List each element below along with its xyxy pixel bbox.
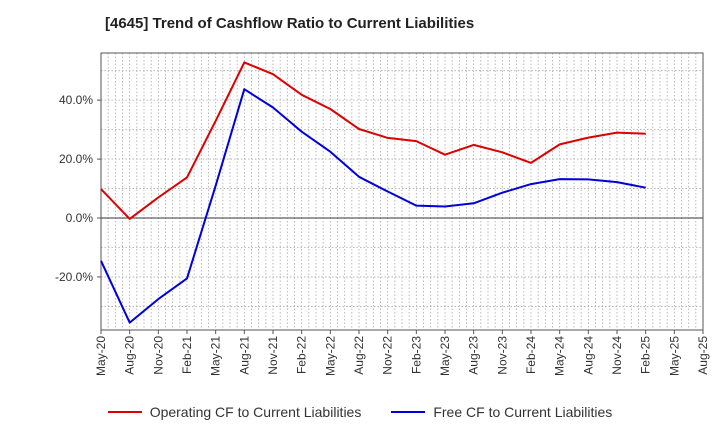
x-tick-label: Aug-21: [237, 336, 251, 375]
legend-item-free-cf: Free CF to Current Liabilities: [391, 404, 612, 420]
x-tick-label: Aug-22: [352, 336, 366, 375]
chart-title: [4645] Trend of Cashflow Ratio to Curren…: [105, 15, 475, 32]
y-tick-label: 40.0%: [59, 93, 93, 107]
x-tick-label: Nov-20: [151, 336, 165, 375]
x-tick-label: Nov-24: [610, 336, 624, 375]
y-axis-tick-labels: -20.0% 0.0% 20.0% 40.0%: [55, 93, 101, 284]
x-tick-label: Aug-20: [123, 336, 137, 375]
x-tick-label: Feb-23: [409, 336, 423, 374]
x-tick-label: May-22: [323, 336, 337, 376]
x-tick-label: May-23: [438, 336, 452, 376]
legend-swatch-free-cf: [391, 411, 426, 413]
x-tick-label: Aug-23: [467, 336, 481, 375]
series-line-free-cf: [100, 88, 646, 324]
x-tick-label: Nov-21: [266, 336, 280, 375]
grid: [100, 53, 703, 330]
x-tick-label: Aug-25: [696, 336, 710, 375]
legend-label-free-cf: Free CF to Current Liabilities: [433, 404, 613, 420]
x-tick-label: Feb-24: [524, 336, 538, 374]
x-tick-label: May-21: [209, 336, 223, 376]
legend-label-operating-cf: Operating CF to Current Liabilities: [149, 404, 362, 420]
x-tick-label: Feb-25: [639, 336, 653, 374]
y-tick-label: 20.0%: [59, 152, 93, 166]
plot-frame: [100, 52, 704, 331]
x-tick-label: May-24: [553, 336, 567, 376]
x-tick-label: May-25: [667, 336, 681, 376]
x-tick-label: Nov-23: [495, 336, 509, 375]
x-tick-label: Aug-24: [581, 336, 595, 375]
y-tick-label: -20.0%: [55, 270, 93, 284]
y-tick-label: 0.0%: [66, 211, 94, 225]
legend: Operating CF to Current Liabilities Free…: [0, 404, 720, 420]
series-lines: [100, 61, 646, 324]
x-axis-tick-labels: May-20 Aug-20 Nov-20 Feb-21 May-21 Aug-21 Nov-…: [94, 330, 710, 376]
x-tick-label: May-20: [94, 336, 108, 376]
legend-item-operating-cf: Operating CF to Current Liabilities: [107, 404, 362, 420]
x-tick-label: Feb-22: [295, 336, 309, 374]
legend-swatch-operating-cf: [107, 411, 142, 413]
x-tick-label: Nov-22: [381, 336, 395, 375]
series-line-operating-cf: [100, 61, 646, 220]
x-tick-label: Feb-21: [180, 336, 194, 374]
